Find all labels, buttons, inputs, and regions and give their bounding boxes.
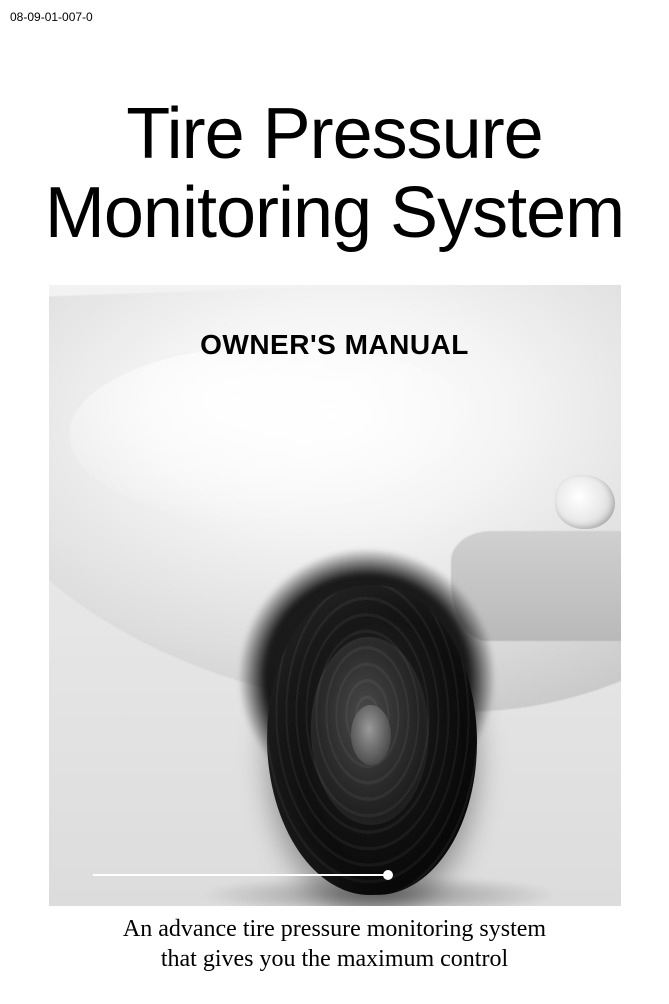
title-line-2: Monitoring System (45, 173, 624, 253)
main-title: Tire Pressure Monitoring System (0, 95, 669, 253)
page: 08-09-01-007-0 Tire Pressure Monitoring … (0, 0, 669, 1004)
caption-line-1: An advance tire pressure monitoring syst… (123, 916, 546, 942)
document-number: 08-09-01-007-0 (10, 10, 93, 24)
title-line-1: Tire Pressure (126, 94, 542, 174)
ground-shadow (199, 875, 559, 906)
caption: An advance tire pressure monitoring syst… (0, 914, 669, 974)
hero-image: OWNER'S MANUAL (49, 285, 621, 906)
front-tire (264, 583, 479, 897)
headlight (555, 475, 615, 529)
car-highlight (69, 345, 489, 525)
callout-dot (383, 870, 393, 880)
callout-line (93, 874, 387, 876)
caption-line-2: that gives you the maximum control (161, 946, 508, 972)
tire-tread (264, 583, 479, 897)
subtitle: OWNER'S MANUAL (49, 329, 621, 361)
